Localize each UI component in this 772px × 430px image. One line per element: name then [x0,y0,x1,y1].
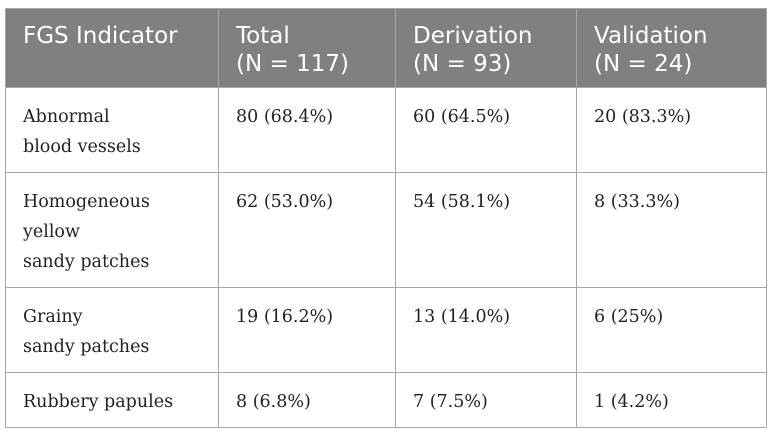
indicator-line: sandy patches [23,337,150,357]
header-derivation: Derivation (N = 93) [395,8,577,88]
header-label: FGS Indicator [23,23,178,49]
header-count: (N = 117) [236,51,349,77]
indicator-cell: Grainy sandy patches [5,287,219,373]
table-row: Rubbery papules 8 (6.8%) 7 (7.5%) 1 (4.2… [5,372,767,428]
fgs-indicator-table: FGS Indicator Total (N = 117) Derivation… [5,8,767,428]
validation-cell: 20 (83.3%) [576,87,767,173]
derivation-cell: 7 (7.5%) [395,372,577,428]
indicator-cell: Rubbery papules [5,372,219,428]
indicator-line: blood vessels [23,137,141,157]
header-fgs-indicator: FGS Indicator [5,8,219,88]
table-row: Grainy sandy patches 19 (16.2%) 13 (14.0… [5,287,767,373]
table-row: Abnormal blood vessels 80 (68.4%) 60 (64… [5,87,767,173]
total-cell: 8 (6.8%) [218,372,396,428]
indicator-line: Homogeneous [23,192,150,212]
derivation-cell: 54 (58.1%) [395,172,577,288]
header-count: (N = 24) [594,51,693,77]
validation-cell: 6 (25%) [576,287,767,373]
total-cell: 19 (16.2%) [218,287,396,373]
indicator-line: yellow [23,222,80,242]
header-row: FGS Indicator Total (N = 117) Derivation… [5,8,767,88]
indicator-line: sandy patches [23,252,150,272]
validation-cell: 8 (33.3%) [576,172,767,288]
derivation-cell: 60 (64.5%) [395,87,577,173]
indicator-line: Grainy [23,307,83,327]
derivation-cell: 13 (14.0%) [395,287,577,373]
validation-cell: 1 (4.2%) [576,372,767,428]
header-label: Derivation [413,23,533,49]
header-count: (N = 93) [413,51,512,77]
indicator-cell: Abnormal blood vessels [5,87,219,173]
indicator-line: Rubbery papules [23,392,174,412]
indicator-cell: Homogeneous yellow sandy patches [5,172,219,288]
header-label: Validation [594,23,708,49]
header-label: Total [236,23,290,49]
indicator-line: Abnormal [23,107,110,127]
header-validation: Validation (N = 24) [576,8,767,88]
total-cell: 80 (68.4%) [218,87,396,173]
total-cell: 62 (53.0%) [218,172,396,288]
table-row: Homogeneous yellow sandy patches 62 (53.… [5,172,767,288]
header-total: Total (N = 117) [218,8,396,88]
